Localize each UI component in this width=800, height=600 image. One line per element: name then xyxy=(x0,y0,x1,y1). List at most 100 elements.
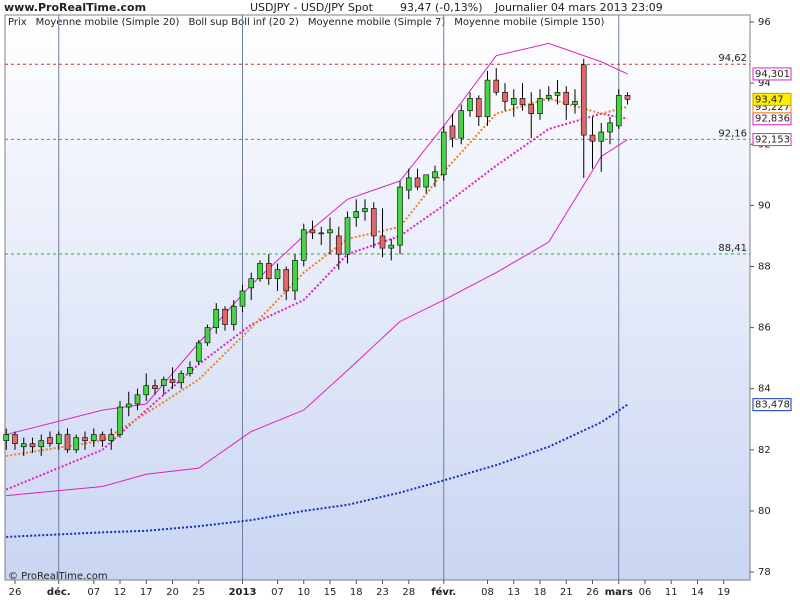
candle-body xyxy=(327,229,333,234)
candle-body xyxy=(64,434,71,451)
candle-body xyxy=(90,434,97,441)
y-tick-label: 90 xyxy=(758,200,771,211)
candle-body xyxy=(248,278,255,289)
plot-area xyxy=(4,14,751,581)
candle-body xyxy=(99,434,106,441)
indicator-last-label: 93,227 xyxy=(755,102,790,113)
candle-body xyxy=(615,95,622,127)
candle-body xyxy=(160,379,167,386)
site: www.ProRealTime.com xyxy=(4,1,146,14)
indicator-last-label: 92,153 xyxy=(755,135,790,146)
indicator-last-label: 83,478 xyxy=(755,400,790,411)
candle-body xyxy=(274,269,281,280)
level-label: 94,62 xyxy=(718,53,747,64)
candle-body xyxy=(572,101,578,105)
y-tick-label: 94 xyxy=(758,78,771,89)
legend-entry: Prix xyxy=(8,17,27,28)
last-price: 93,47 (-0,13%) xyxy=(400,1,482,14)
indicator-last-label: 92,836 xyxy=(755,114,790,125)
indicator-last-label-box xyxy=(752,398,792,412)
candle-body xyxy=(563,92,570,105)
x-tick-label: 26 xyxy=(9,587,22,598)
x-tick-label: mars xyxy=(605,587,633,598)
candle-body xyxy=(134,394,141,405)
candle-body xyxy=(73,437,80,451)
candle-body xyxy=(475,98,482,118)
candle-body xyxy=(318,232,325,235)
y-tick-label: 84 xyxy=(758,384,771,395)
candle-body xyxy=(449,125,456,139)
x-tick-label: 15 xyxy=(324,587,337,598)
candle-body xyxy=(537,98,543,114)
legend-entry: Boll sup Boll inf (20 2) xyxy=(188,17,298,28)
x-tick-label: 2013 xyxy=(229,587,257,598)
candle-body xyxy=(580,64,587,136)
candle-body xyxy=(257,263,263,280)
candle-body xyxy=(292,260,298,292)
x-tick-label: 28 xyxy=(402,587,415,598)
x-tick-label: 23 xyxy=(376,587,389,598)
candle-body xyxy=(405,177,412,191)
y-tick-label: 88 xyxy=(758,261,771,272)
candle-body xyxy=(283,269,290,292)
y-tick-label: 96 xyxy=(758,17,771,28)
candle-body xyxy=(55,434,62,445)
x-tick-label: 07 xyxy=(87,587,100,598)
x-tick-label: 18 xyxy=(350,587,363,598)
x-tick-label: 06 xyxy=(639,587,652,598)
candle-body xyxy=(117,406,123,435)
candle-body xyxy=(187,367,193,374)
indicator-line xyxy=(6,42,628,436)
candle-body xyxy=(362,208,368,212)
indicator-last-label-box xyxy=(752,133,792,147)
candle-body xyxy=(423,174,430,188)
x-tick-label: 26 xyxy=(586,587,599,598)
candle-body xyxy=(82,437,88,441)
candle-body xyxy=(554,92,561,96)
candle-body xyxy=(379,235,386,249)
candle-body xyxy=(12,434,18,445)
candle-body xyxy=(589,134,596,142)
candle-body xyxy=(607,122,613,133)
chart-title: USDJPY - USD/JPY Spot xyxy=(250,1,374,14)
x-tick-label: 08 xyxy=(481,587,494,598)
candle-body xyxy=(309,229,316,234)
candle-body xyxy=(458,110,465,139)
candle-body xyxy=(502,92,508,102)
candle-body xyxy=(545,95,552,99)
candle-body xyxy=(169,379,176,383)
candle-body xyxy=(152,385,158,390)
candle-body xyxy=(300,229,307,261)
x-tick-label: 12 xyxy=(114,587,127,598)
candle-body xyxy=(38,440,45,448)
candle-body xyxy=(143,385,150,396)
indicator-last-label: 94,301 xyxy=(755,69,790,80)
candle-body xyxy=(624,95,631,100)
indicator-last-label-box xyxy=(752,67,792,81)
x-tick-label: 17 xyxy=(140,587,153,598)
y-tick-label: 78 xyxy=(758,567,771,578)
candle-body xyxy=(370,208,377,237)
indicator-line xyxy=(6,403,629,538)
candle-body xyxy=(29,443,36,448)
x-tick-label: 25 xyxy=(192,587,205,598)
candle-body xyxy=(213,308,220,328)
last-price-label-box xyxy=(752,92,792,106)
x-tick-label: févr. xyxy=(431,586,456,598)
copyright: © ProRealTime.com xyxy=(8,571,108,582)
candle-body xyxy=(344,217,351,255)
candle-body xyxy=(598,131,605,142)
x-tick-label: 11 xyxy=(665,587,678,598)
candle-body xyxy=(467,98,473,111)
candle-body xyxy=(353,211,360,218)
candle-body xyxy=(414,177,421,188)
x-tick-label: 14 xyxy=(691,587,704,598)
candle-body xyxy=(510,98,517,105)
x-tick-label: 20 xyxy=(166,587,179,598)
level-label: 88,41 xyxy=(718,243,747,254)
legend-entry: Moyenne mobile (Simple 20) xyxy=(36,17,180,28)
candle-body xyxy=(108,434,115,441)
y-tick-label: 82 xyxy=(758,445,771,456)
candle-body xyxy=(493,79,500,93)
